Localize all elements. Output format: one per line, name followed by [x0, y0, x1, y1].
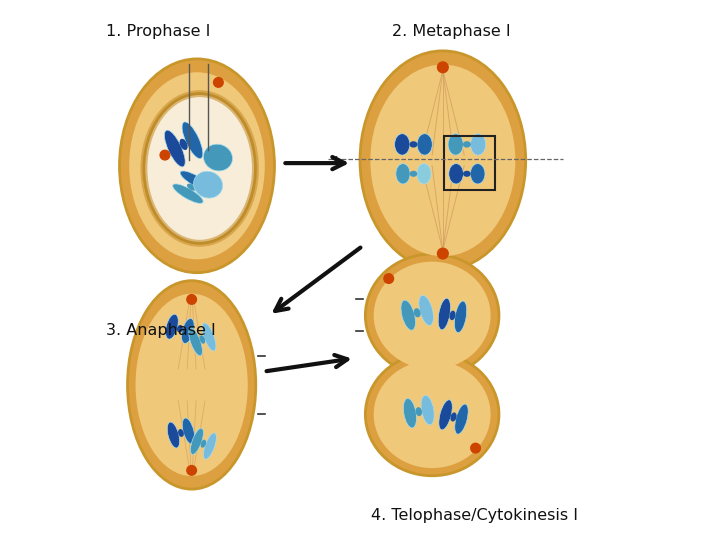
Ellipse shape: [403, 399, 416, 428]
Ellipse shape: [201, 440, 206, 448]
Bar: [444, 137, 495, 190]
Ellipse shape: [365, 353, 499, 476]
Circle shape: [438, 248, 448, 259]
Ellipse shape: [421, 395, 434, 425]
Ellipse shape: [451, 413, 456, 422]
Ellipse shape: [470, 164, 485, 184]
Ellipse shape: [417, 134, 432, 155]
Ellipse shape: [199, 335, 205, 344]
Ellipse shape: [166, 314, 179, 339]
Circle shape: [187, 295, 197, 304]
Ellipse shape: [463, 141, 471, 147]
Ellipse shape: [395, 134, 410, 155]
Ellipse shape: [417, 164, 431, 184]
Circle shape: [438, 62, 448, 73]
Ellipse shape: [470, 134, 486, 155]
Ellipse shape: [204, 144, 233, 171]
Ellipse shape: [135, 294, 248, 476]
Ellipse shape: [167, 422, 179, 448]
Ellipse shape: [129, 72, 265, 259]
Ellipse shape: [396, 164, 410, 184]
Ellipse shape: [370, 65, 516, 256]
Circle shape: [471, 443, 480, 453]
Ellipse shape: [182, 418, 194, 444]
Ellipse shape: [177, 325, 183, 333]
Ellipse shape: [180, 171, 211, 191]
Ellipse shape: [144, 93, 256, 244]
Circle shape: [160, 150, 170, 160]
Ellipse shape: [374, 361, 490, 468]
Ellipse shape: [449, 164, 464, 184]
Ellipse shape: [365, 254, 499, 377]
Ellipse shape: [455, 404, 468, 434]
Ellipse shape: [202, 323, 216, 351]
Ellipse shape: [410, 171, 417, 177]
Ellipse shape: [438, 298, 451, 330]
Ellipse shape: [414, 308, 420, 318]
Ellipse shape: [182, 122, 203, 159]
Circle shape: [187, 465, 197, 475]
Ellipse shape: [179, 139, 188, 150]
Ellipse shape: [187, 184, 197, 191]
Circle shape: [384, 274, 394, 284]
Ellipse shape: [120, 59, 274, 273]
Ellipse shape: [178, 429, 184, 437]
Ellipse shape: [449, 310, 456, 320]
Ellipse shape: [448, 134, 463, 155]
Ellipse shape: [410, 141, 418, 147]
Ellipse shape: [127, 281, 256, 489]
Ellipse shape: [374, 262, 490, 369]
Text: 3. Anaphase I: 3. Anaphase I: [106, 323, 216, 339]
Text: 2. Metaphase I: 2. Metaphase I: [392, 24, 510, 39]
Ellipse shape: [189, 328, 202, 356]
Ellipse shape: [191, 428, 204, 455]
Ellipse shape: [360, 51, 526, 270]
Text: 1. Prophase I: 1. Prophase I: [106, 24, 210, 39]
Ellipse shape: [415, 407, 422, 416]
Ellipse shape: [194, 171, 222, 198]
Ellipse shape: [204, 433, 216, 459]
Ellipse shape: [401, 300, 415, 330]
Ellipse shape: [454, 301, 467, 333]
Circle shape: [214, 78, 223, 87]
Text: 4. Telophase/Cytokinesis I: 4. Telophase/Cytokinesis I: [371, 508, 577, 523]
Ellipse shape: [419, 295, 433, 326]
Ellipse shape: [463, 171, 471, 177]
Ellipse shape: [173, 184, 203, 204]
Ellipse shape: [439, 400, 452, 430]
Ellipse shape: [181, 319, 194, 343]
Ellipse shape: [164, 130, 185, 167]
